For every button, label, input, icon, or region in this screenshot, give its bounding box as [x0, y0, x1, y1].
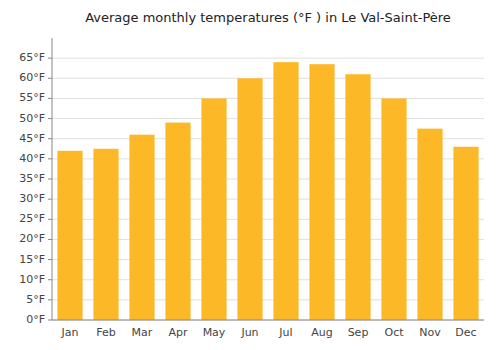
y-tick-label: 0°F — [26, 313, 45, 326]
y-tick-label: 30°F — [19, 192, 45, 205]
y-tick-label: 25°F — [19, 212, 45, 225]
bar — [417, 129, 442, 320]
y-tick-label: 40°F — [19, 152, 45, 165]
grid — [52, 58, 484, 320]
y-tick — [48, 239, 52, 240]
bar — [345, 74, 370, 320]
x-tick-label: Nov — [419, 326, 441, 339]
x-tick-label: Aug — [311, 326, 332, 339]
y-tick — [48, 118, 52, 119]
y-tick-label: 65°F — [19, 51, 45, 64]
grid-line — [52, 98, 484, 99]
y-tick — [48, 219, 52, 220]
y-tick — [48, 58, 52, 59]
bar — [381, 98, 406, 320]
bar — [237, 78, 262, 320]
x-axis-line — [52, 320, 484, 321]
y-tick-label: 60°F — [19, 71, 45, 84]
y-tick-label: 55°F — [19, 91, 45, 104]
y-tick — [48, 78, 52, 79]
bar — [201, 98, 226, 320]
y-axis-line — [52, 38, 53, 320]
y-tick-label: 10°F — [19, 273, 45, 286]
y-tick — [48, 299, 52, 300]
grid-line — [52, 320, 484, 321]
grid-line — [52, 78, 484, 79]
x-tick-label: Feb — [96, 326, 115, 339]
bar — [309, 64, 334, 320]
y-tick — [48, 199, 52, 200]
y-tick-label: 45°F — [19, 132, 45, 145]
y-tick — [48, 138, 52, 139]
bar — [453, 147, 478, 320]
y-tick — [48, 320, 52, 321]
y-tick — [48, 279, 52, 280]
grid-line — [52, 58, 484, 59]
x-tick-label: Jun — [240, 326, 258, 339]
page: {"chart_data": {"type": "bar", "title": … — [0, 0, 500, 350]
y-axis: 0°F 5°F 10°F 15°F 20°F 25°F 30°F 35°F 40°F 45°F 50… — [19, 38, 52, 326]
bar — [57, 151, 82, 320]
chart-title: Average monthly temperatures (°F ) in Le… — [85, 10, 451, 25]
x-tick-label: Dec — [455, 326, 476, 339]
bar — [273, 62, 298, 320]
y-tick-label: 5°F — [26, 293, 45, 306]
y-tick-label: 15°F — [19, 253, 45, 266]
bar — [93, 149, 118, 320]
y-tick — [48, 98, 52, 99]
bar — [129, 135, 154, 320]
x-tick-label: Jan — [61, 326, 79, 339]
x-axis: Jan Feb Mar Apr May Jun Jul Aug Sep Oct Nov Dec — [52, 320, 484, 339]
y-tick-label: 50°F — [19, 112, 45, 125]
bar — [165, 123, 190, 320]
x-tick-label: Apr — [168, 326, 188, 339]
y-tick-label: 20°F — [19, 232, 45, 245]
y-tick — [48, 179, 52, 180]
chart-svg: 0°F 5°F 10°F 15°F 20°F 25°F 30°F 35°F 40°F 45°F 50… — [0, 0, 500, 350]
y-tick-label: 35°F — [19, 172, 45, 185]
x-tick-label: Sep — [348, 326, 369, 339]
grid-line — [52, 118, 484, 119]
y-tick — [48, 158, 52, 159]
x-tick-label: May — [203, 326, 226, 339]
bars — [57, 62, 478, 320]
x-tick-label: Oct — [384, 326, 404, 339]
x-tick-label: Jul — [278, 326, 292, 339]
chart-container: 0°F 5°F 10°F 15°F 20°F 25°F 30°F 35°F 40°F 45°F 50… — [0, 0, 500, 350]
x-tick-label: Mar — [132, 326, 153, 339]
y-tick — [48, 259, 52, 260]
